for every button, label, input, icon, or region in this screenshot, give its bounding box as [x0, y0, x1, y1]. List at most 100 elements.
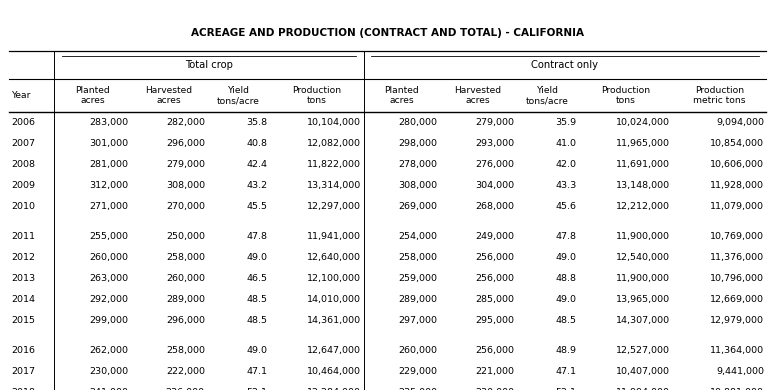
- Text: 2008: 2008: [12, 160, 35, 169]
- Text: 296,000: 296,000: [166, 316, 205, 325]
- Text: 13,965,000: 13,965,000: [616, 295, 670, 304]
- Text: 40.8: 40.8: [247, 139, 267, 148]
- Text: 11,376,000: 11,376,000: [710, 253, 764, 262]
- Text: 48.9: 48.9: [555, 346, 577, 355]
- Text: 260,000: 260,000: [399, 346, 438, 355]
- Text: Contract only: Contract only: [531, 60, 598, 70]
- Text: 43.3: 43.3: [555, 181, 577, 190]
- Text: 289,000: 289,000: [166, 295, 205, 304]
- Text: 2009: 2009: [12, 181, 35, 190]
- Text: 35.9: 35.9: [555, 118, 577, 127]
- Text: 14,307,000: 14,307,000: [616, 316, 670, 325]
- Text: 2007: 2007: [12, 139, 35, 148]
- Text: 11,691,000: 11,691,000: [617, 160, 670, 169]
- Text: 13,314,000: 13,314,000: [307, 181, 361, 190]
- Text: 10,854,000: 10,854,000: [710, 139, 764, 148]
- Text: 9,094,000: 9,094,000: [716, 118, 764, 127]
- Text: 285,000: 285,000: [475, 295, 514, 304]
- Text: 236,000: 236,000: [166, 388, 205, 390]
- Text: 2010: 2010: [12, 202, 35, 211]
- Text: 292,000: 292,000: [90, 295, 128, 304]
- Text: 301,000: 301,000: [89, 139, 128, 148]
- Text: 258,000: 258,000: [399, 253, 438, 262]
- Text: 283,000: 283,000: [89, 118, 128, 127]
- Text: 48.5: 48.5: [247, 316, 267, 325]
- Text: 13,148,000: 13,148,000: [616, 181, 670, 190]
- Text: 47.8: 47.8: [555, 232, 577, 241]
- Text: 2015: 2015: [12, 316, 35, 325]
- Text: 308,000: 308,000: [399, 181, 438, 190]
- Text: 222,000: 222,000: [166, 367, 205, 376]
- Text: 280,000: 280,000: [399, 118, 438, 127]
- Text: 289,000: 289,000: [399, 295, 438, 304]
- Text: 258,000: 258,000: [166, 253, 205, 262]
- Text: 46.5: 46.5: [247, 274, 267, 283]
- Text: 282,000: 282,000: [166, 118, 205, 127]
- Text: 12,540,000: 12,540,000: [617, 253, 670, 262]
- Text: 304,000: 304,000: [475, 181, 514, 190]
- Text: 298,000: 298,000: [399, 139, 438, 148]
- Text: 11,928,000: 11,928,000: [710, 181, 764, 190]
- Text: 256,000: 256,000: [475, 253, 514, 262]
- Text: 10,796,000: 10,796,000: [710, 274, 764, 283]
- Text: 2006: 2006: [12, 118, 35, 127]
- Text: 12,297,000: 12,297,000: [307, 202, 361, 211]
- Text: 10,024,000: 10,024,000: [617, 118, 670, 127]
- Text: 45.5: 45.5: [247, 202, 267, 211]
- Text: 230,000: 230,000: [89, 367, 128, 376]
- Text: 14,361,000: 14,361,000: [307, 316, 361, 325]
- Text: 255,000: 255,000: [90, 232, 128, 241]
- Text: 2017: 2017: [12, 367, 35, 376]
- Text: 47.8: 47.8: [247, 232, 267, 241]
- Text: 10,407,000: 10,407,000: [617, 367, 670, 376]
- Text: 11,900,000: 11,900,000: [617, 274, 670, 283]
- Text: 35.8: 35.8: [247, 118, 267, 127]
- Text: 47.1: 47.1: [555, 367, 577, 376]
- Text: 2016: 2016: [12, 346, 35, 355]
- Text: 11,079,000: 11,079,000: [710, 202, 764, 211]
- Text: Planted
acres: Planted acres: [384, 86, 419, 105]
- Text: 52.1: 52.1: [247, 388, 267, 390]
- Text: Year: Year: [12, 91, 31, 100]
- Text: 296,000: 296,000: [166, 139, 205, 148]
- Text: 2018: 2018: [12, 388, 35, 390]
- Text: 10,104,000: 10,104,000: [307, 118, 361, 127]
- Text: 2011: 2011: [12, 232, 35, 241]
- Text: 230,000: 230,000: [475, 388, 514, 390]
- Text: 249,000: 249,000: [475, 232, 514, 241]
- Text: 11,900,000: 11,900,000: [617, 232, 670, 241]
- Text: 259,000: 259,000: [399, 274, 438, 283]
- Text: Production
tons: Production tons: [601, 86, 650, 105]
- Text: 12,082,000: 12,082,000: [307, 139, 361, 148]
- Text: 11,965,000: 11,965,000: [617, 139, 670, 148]
- Text: 10,881,000: 10,881,000: [710, 388, 764, 390]
- Text: 12,100,000: 12,100,000: [307, 274, 361, 283]
- Text: 10,464,000: 10,464,000: [307, 367, 361, 376]
- Text: 10,769,000: 10,769,000: [710, 232, 764, 241]
- Text: Total crop: Total crop: [185, 60, 233, 70]
- Text: Harvested
acres: Harvested acres: [455, 86, 502, 105]
- Text: 12,527,000: 12,527,000: [617, 346, 670, 355]
- Text: 45.6: 45.6: [555, 202, 577, 211]
- Text: 11,994,000: 11,994,000: [617, 388, 670, 390]
- Text: 271,000: 271,000: [90, 202, 128, 211]
- Text: 2013: 2013: [12, 274, 35, 283]
- Text: 43.2: 43.2: [247, 181, 267, 190]
- Text: 49.0: 49.0: [555, 295, 577, 304]
- Text: Production
metric tons: Production metric tons: [694, 86, 746, 105]
- Text: 258,000: 258,000: [166, 346, 205, 355]
- Text: 12,669,000: 12,669,000: [710, 295, 764, 304]
- Text: 256,000: 256,000: [475, 274, 514, 283]
- Text: 308,000: 308,000: [166, 181, 205, 190]
- Text: 250,000: 250,000: [166, 232, 205, 241]
- Text: 293,000: 293,000: [475, 139, 514, 148]
- Text: 297,000: 297,000: [399, 316, 438, 325]
- Text: 12,979,000: 12,979,000: [710, 316, 764, 325]
- Text: 11,364,000: 11,364,000: [710, 346, 764, 355]
- Text: 42.0: 42.0: [555, 160, 577, 169]
- Text: 10,606,000: 10,606,000: [710, 160, 764, 169]
- Text: 11,822,000: 11,822,000: [307, 160, 361, 169]
- Text: Yield
tons/acre: Yield tons/acre: [217, 86, 260, 105]
- Text: 48.5: 48.5: [555, 316, 577, 325]
- Text: 256,000: 256,000: [475, 346, 514, 355]
